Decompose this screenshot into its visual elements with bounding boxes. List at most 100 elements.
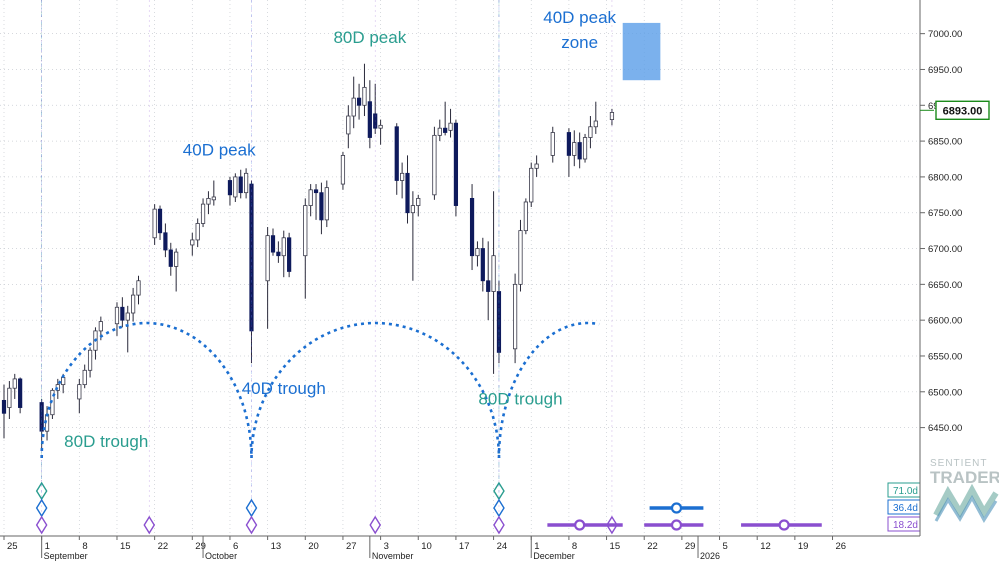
candle-body	[190, 239, 195, 246]
candle	[168, 242, 173, 276]
projection-center	[670, 519, 683, 531]
candle	[378, 119, 383, 145]
candle-body	[356, 97, 362, 106]
y-tick-label: 6800.00	[928, 172, 962, 183]
watermark-logo-mark	[933, 483, 999, 519]
candle	[163, 223, 168, 258]
cycle-arc	[250, 321, 501, 459]
x-tick-label: 29	[685, 541, 696, 552]
candle	[206, 191, 211, 215]
candle-body	[136, 280, 141, 296]
candle	[340, 151, 346, 190]
candle	[351, 76, 356, 129]
y-tick-label: 6450.00	[928, 423, 962, 434]
y-tick-label: 6600.00	[928, 316, 962, 327]
last-price-box	[935, 100, 990, 120]
x-tick-label: 12	[760, 541, 771, 552]
candle-body	[1, 399, 7, 414]
candle-body	[174, 251, 179, 267]
x-tick-label: 6	[233, 541, 238, 552]
candle-body	[157, 208, 163, 234]
cycle-arcs	[40, 321, 600, 459]
candle	[39, 398, 44, 450]
x-tick-label: 22	[647, 541, 658, 552]
candle	[270, 228, 276, 256]
last-price-label: 6893.00	[943, 105, 983, 117]
x-tick-label: 1	[45, 541, 50, 552]
candle	[609, 108, 615, 126]
trough-diamond	[245, 498, 258, 518]
candle	[82, 364, 87, 389]
candle	[373, 83, 378, 134]
candle	[405, 155, 410, 224]
candle	[324, 180, 329, 228]
candle	[480, 237, 485, 292]
candle	[356, 83, 362, 120]
candle-body	[152, 208, 157, 239]
candle-body	[319, 192, 324, 221]
candle	[131, 287, 136, 322]
candle	[518, 219, 523, 292]
y-tick-label: 7000.00	[928, 29, 962, 40]
candle	[577, 132, 582, 169]
candle-body	[168, 249, 173, 267]
x-tick-label: 20	[308, 541, 319, 552]
candle-body	[195, 223, 200, 241]
trough-diamond	[35, 515, 48, 535]
candle-body	[125, 312, 130, 321]
candle	[453, 119, 459, 217]
y-tick-label: 6750.00	[928, 208, 962, 219]
candle-body	[77, 384, 82, 400]
candle	[7, 381, 12, 420]
candle-body	[346, 115, 351, 135]
candle	[486, 241, 491, 321]
cycle-arc	[40, 321, 253, 459]
candle-body	[308, 189, 313, 206]
candle-body	[609, 112, 615, 121]
candle	[287, 232, 292, 278]
y-tick-label: 6650.00	[928, 280, 962, 291]
candle-body	[211, 196, 216, 201]
candle	[195, 218, 200, 248]
x-tick-label: 27	[346, 541, 357, 552]
x-tick-label: 26	[836, 541, 847, 552]
x-tick-label: 8	[82, 541, 87, 552]
projection-bar	[649, 502, 704, 514]
candle-body	[114, 306, 120, 325]
40d-peak-zone-1-label: 40D peak	[543, 8, 616, 27]
candle	[319, 182, 324, 235]
candle	[87, 347, 93, 378]
candle-body	[276, 251, 281, 257]
x-tick-label: 29	[195, 541, 206, 552]
candles	[1, 63, 615, 450]
candle	[400, 162, 405, 199]
x-tick-label: 19	[798, 541, 809, 552]
candle	[77, 378, 82, 414]
candle-body	[469, 197, 475, 257]
month-label: 2026	[700, 551, 720, 561]
x-tick-label: 13	[271, 541, 282, 552]
x-tick-label: 17	[459, 541, 470, 552]
candle	[448, 108, 453, 138]
candle-body	[416, 197, 421, 206]
candle-body	[265, 235, 270, 282]
candle	[276, 241, 281, 263]
cycle-length-label: 71.0d	[887, 482, 921, 498]
month-label: November	[372, 551, 414, 561]
80d-trough-2-label: 80D trough	[478, 390, 562, 409]
candle	[513, 273, 518, 364]
projection-center	[778, 519, 790, 531]
candle	[114, 302, 120, 336]
candle	[572, 130, 577, 167]
candle	[303, 198, 308, 299]
watermark-logo-mark-2	[934, 494, 998, 523]
candle-body	[582, 137, 588, 160]
candle	[313, 184, 319, 220]
candle	[190, 232, 195, 256]
watermark-line2: TRADER	[930, 468, 999, 487]
candle-body	[243, 172, 249, 194]
y-tick-label: 6500.00	[928, 387, 962, 398]
candle	[582, 133, 588, 163]
